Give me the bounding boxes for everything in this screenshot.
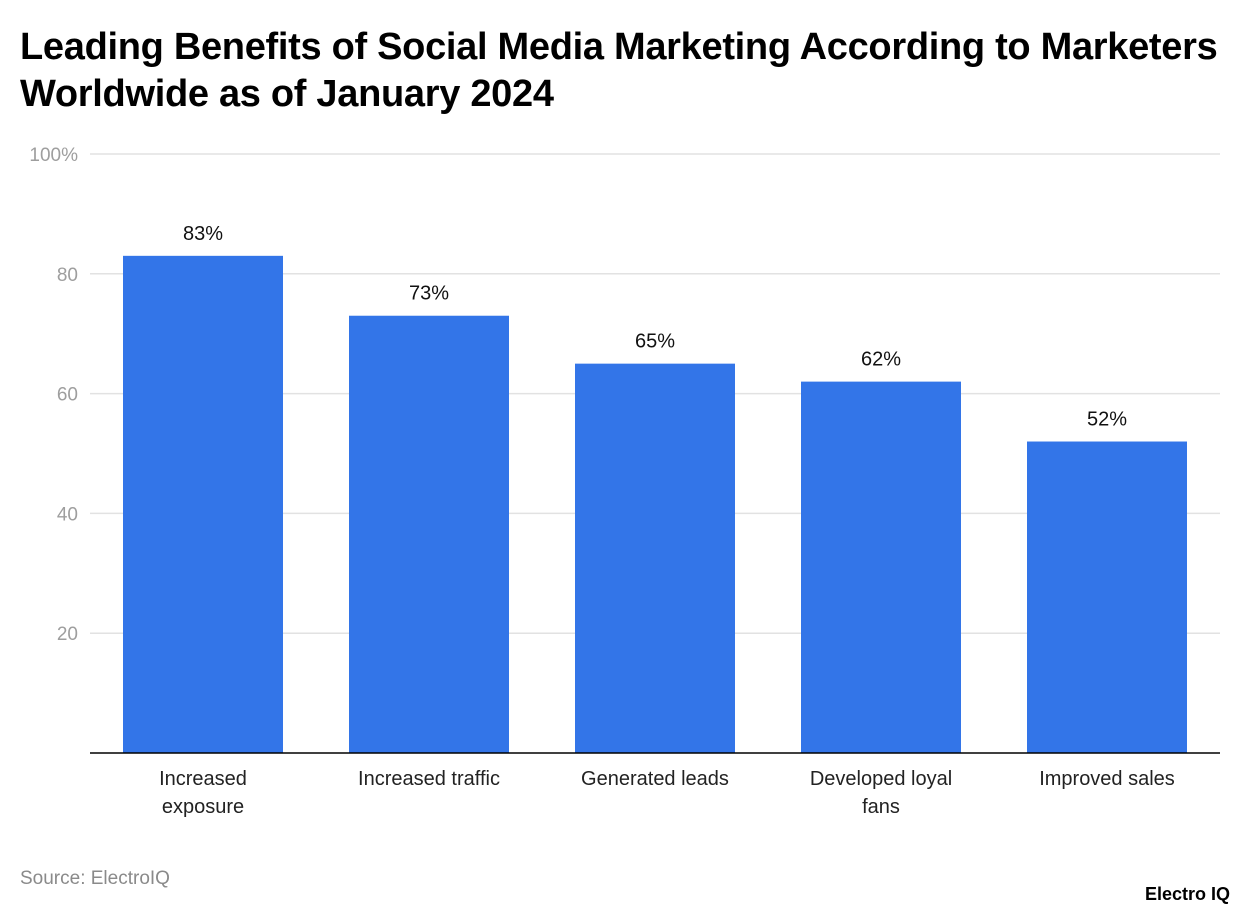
- x-tick-label: Generated leads: [581, 768, 729, 790]
- x-tick-label: Increased traffic: [358, 768, 500, 790]
- bar: [123, 255, 283, 753]
- data-label: 62%: [861, 349, 901, 371]
- y-tick-label: 80: [57, 265, 78, 286]
- data-label: 83%: [183, 223, 223, 245]
- data-label: 73%: [409, 283, 449, 305]
- y-tick-label: 40: [57, 504, 78, 525]
- x-tick-label: Increased: [159, 768, 247, 790]
- x-tick-label: exposure: [162, 796, 244, 818]
- bar: [575, 363, 735, 753]
- bar: [801, 381, 961, 753]
- data-label: 52%: [1087, 409, 1127, 431]
- electroiq-logo: Electro IQ: [1144, 884, 1230, 904]
- y-tick-label: 100%: [29, 145, 78, 166]
- source-note: Source: ElectroIQ: [20, 868, 170, 889]
- x-tick-label: fans: [862, 796, 900, 818]
- bar: [349, 315, 509, 753]
- data-label: 65%: [635, 331, 675, 353]
- y-tick-label: 60: [57, 385, 78, 406]
- bar: [1027, 441, 1187, 753]
- y-tick-label: 20: [57, 624, 78, 645]
- x-tick-label: Improved sales: [1039, 768, 1175, 790]
- chart-title: Leading Benefits of Social Media Marketi…: [20, 26, 1218, 115]
- x-tick-label: Developed loyal: [810, 768, 952, 790]
